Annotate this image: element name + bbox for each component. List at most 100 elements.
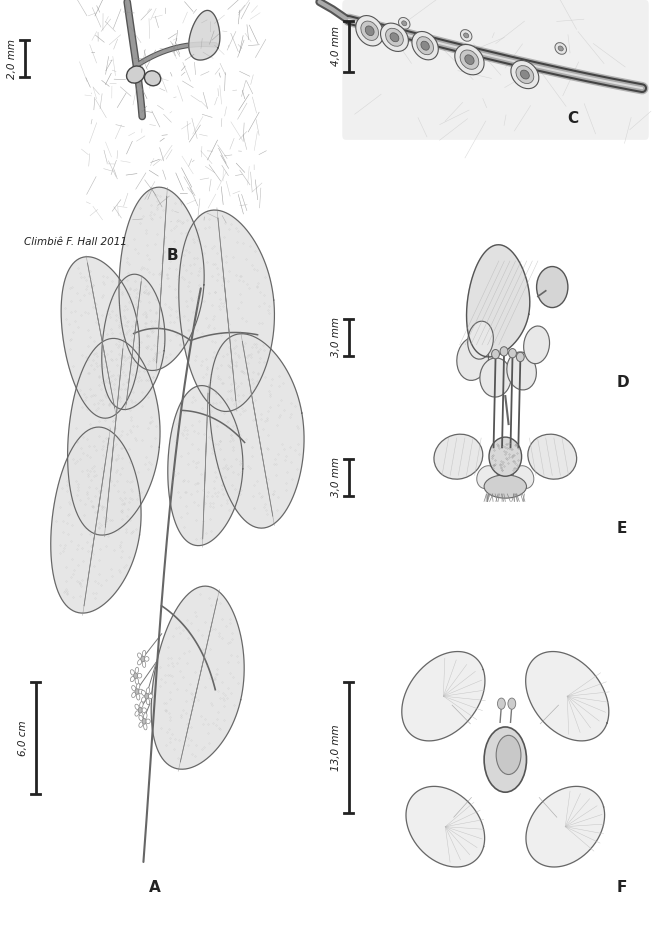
Ellipse shape xyxy=(520,70,529,79)
Ellipse shape xyxy=(516,65,534,84)
Ellipse shape xyxy=(143,713,147,720)
Ellipse shape xyxy=(135,711,139,716)
Ellipse shape xyxy=(528,434,576,479)
Text: Climbiê F. Hall 2011: Climbiê F. Hall 2011 xyxy=(24,238,127,247)
Ellipse shape xyxy=(507,352,537,390)
Ellipse shape xyxy=(365,26,374,35)
Text: 13,0 mm: 13,0 mm xyxy=(331,724,341,771)
Circle shape xyxy=(508,698,516,709)
Ellipse shape xyxy=(477,466,497,488)
Ellipse shape xyxy=(138,660,141,665)
Text: D: D xyxy=(616,375,629,390)
Ellipse shape xyxy=(484,727,527,792)
Ellipse shape xyxy=(496,735,521,774)
Ellipse shape xyxy=(457,337,488,380)
Text: 4,0 mm: 4,0 mm xyxy=(331,26,341,66)
Ellipse shape xyxy=(135,667,138,674)
Ellipse shape xyxy=(145,720,150,723)
Ellipse shape xyxy=(138,653,141,658)
Ellipse shape xyxy=(146,688,149,694)
Text: E: E xyxy=(616,521,627,536)
Ellipse shape xyxy=(467,322,494,359)
Ellipse shape xyxy=(142,651,145,657)
Polygon shape xyxy=(526,651,609,741)
Ellipse shape xyxy=(132,692,136,697)
Ellipse shape xyxy=(148,693,153,699)
Polygon shape xyxy=(168,386,243,545)
Ellipse shape xyxy=(136,683,140,690)
Ellipse shape xyxy=(417,36,434,55)
Polygon shape xyxy=(467,245,530,357)
Ellipse shape xyxy=(361,21,379,40)
Ellipse shape xyxy=(141,691,145,695)
Polygon shape xyxy=(209,334,304,528)
Ellipse shape xyxy=(402,21,407,26)
Ellipse shape xyxy=(146,698,149,705)
Ellipse shape xyxy=(558,46,563,51)
Ellipse shape xyxy=(356,16,383,46)
Ellipse shape xyxy=(500,347,508,356)
Circle shape xyxy=(141,656,145,662)
Ellipse shape xyxy=(465,55,474,64)
Ellipse shape xyxy=(138,690,143,693)
Ellipse shape xyxy=(412,32,438,60)
Text: 3,0 mm: 3,0 mm xyxy=(331,458,341,497)
Ellipse shape xyxy=(480,358,511,397)
Text: B: B xyxy=(166,248,178,263)
Ellipse shape xyxy=(145,71,160,86)
Ellipse shape xyxy=(141,697,145,702)
Ellipse shape xyxy=(126,66,145,83)
Ellipse shape xyxy=(464,33,469,38)
Ellipse shape xyxy=(132,686,136,691)
Ellipse shape xyxy=(524,326,550,363)
Ellipse shape xyxy=(511,61,539,89)
Ellipse shape xyxy=(492,350,499,359)
Ellipse shape xyxy=(385,28,404,47)
Text: 3,0 mm: 3,0 mm xyxy=(331,318,341,357)
Text: A: A xyxy=(149,880,160,895)
Ellipse shape xyxy=(142,708,147,712)
Circle shape xyxy=(142,719,146,724)
Polygon shape xyxy=(151,586,244,769)
Ellipse shape xyxy=(139,722,143,727)
Text: F: F xyxy=(616,880,627,895)
Ellipse shape xyxy=(139,716,143,720)
Ellipse shape xyxy=(555,43,567,54)
Polygon shape xyxy=(61,256,140,418)
Ellipse shape xyxy=(142,661,145,667)
Ellipse shape xyxy=(130,670,134,675)
Ellipse shape xyxy=(434,434,482,479)
Text: 6,0 cm: 6,0 cm xyxy=(18,720,28,756)
Polygon shape xyxy=(179,210,274,411)
Ellipse shape xyxy=(140,702,143,708)
FancyBboxPatch shape xyxy=(342,0,649,140)
Ellipse shape xyxy=(489,437,522,476)
Ellipse shape xyxy=(130,677,134,681)
Polygon shape xyxy=(51,427,141,613)
Ellipse shape xyxy=(137,673,142,678)
Circle shape xyxy=(497,698,505,709)
Ellipse shape xyxy=(145,657,149,662)
Ellipse shape xyxy=(455,45,484,75)
Circle shape xyxy=(134,673,138,678)
Ellipse shape xyxy=(135,705,139,709)
Polygon shape xyxy=(526,787,604,867)
Ellipse shape xyxy=(390,33,399,42)
Ellipse shape xyxy=(421,41,429,50)
Polygon shape xyxy=(189,10,220,60)
Ellipse shape xyxy=(460,50,479,69)
Ellipse shape xyxy=(398,18,410,29)
Circle shape xyxy=(138,707,142,713)
Ellipse shape xyxy=(484,475,527,498)
Ellipse shape xyxy=(381,23,408,51)
Text: 2,0 mm: 2,0 mm xyxy=(7,39,17,78)
Polygon shape xyxy=(102,274,165,409)
Ellipse shape xyxy=(135,678,138,684)
Ellipse shape xyxy=(516,352,524,362)
Ellipse shape xyxy=(140,712,143,719)
Ellipse shape xyxy=(136,693,140,700)
Polygon shape xyxy=(402,651,485,741)
Ellipse shape xyxy=(496,473,514,493)
Circle shape xyxy=(135,689,139,694)
Polygon shape xyxy=(68,338,160,535)
